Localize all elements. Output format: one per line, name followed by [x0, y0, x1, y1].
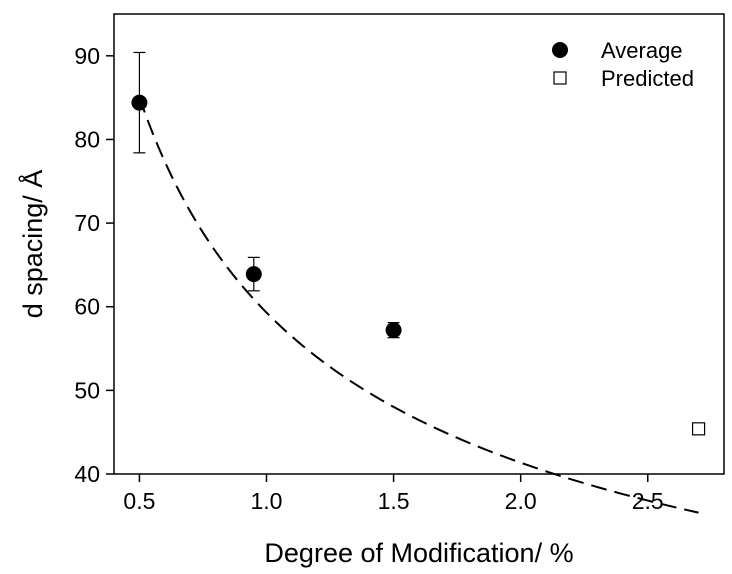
- x-tick-label: 1.5: [378, 488, 410, 514]
- x-tick-label: 0.5: [123, 488, 155, 514]
- fit-curve-line: [138, 97, 699, 514]
- legend-label-average: Average: [601, 38, 683, 63]
- plot-frame: [113, 13, 725, 475]
- data-point-predicted: [691, 422, 706, 436]
- x-tick-label: 2.0: [505, 488, 537, 514]
- y-tick-label: 90: [74, 43, 100, 69]
- y-tick-label: 40: [74, 461, 100, 487]
- x-tick-label: 1.0: [251, 488, 283, 514]
- x-axis: 0.5 1.0 1.5 2.0 2.5: [123, 474, 664, 514]
- y-tick-label: 80: [74, 126, 100, 152]
- legend-marker-average: [552, 42, 568, 58]
- y-tick-label: 60: [74, 294, 100, 320]
- data-point-average: [245, 266, 262, 283]
- y-axis: 40 50 60 70 80 90: [74, 43, 114, 487]
- y-tick-label: 70: [74, 210, 100, 236]
- legend-label-predicted: Predicted: [601, 66, 694, 91]
- legend: Average Predicted: [552, 38, 694, 91]
- data-series: [131, 51, 706, 436]
- legend-marker-predicted: [553, 71, 567, 85]
- y-tick-label: 50: [74, 377, 100, 403]
- data-point-average: [131, 94, 148, 111]
- x-axis-title: Degree of Modification/ %: [264, 538, 573, 568]
- data-point-average: [385, 322, 402, 339]
- y-axis-title: d spacing/ Å: [17, 170, 48, 319]
